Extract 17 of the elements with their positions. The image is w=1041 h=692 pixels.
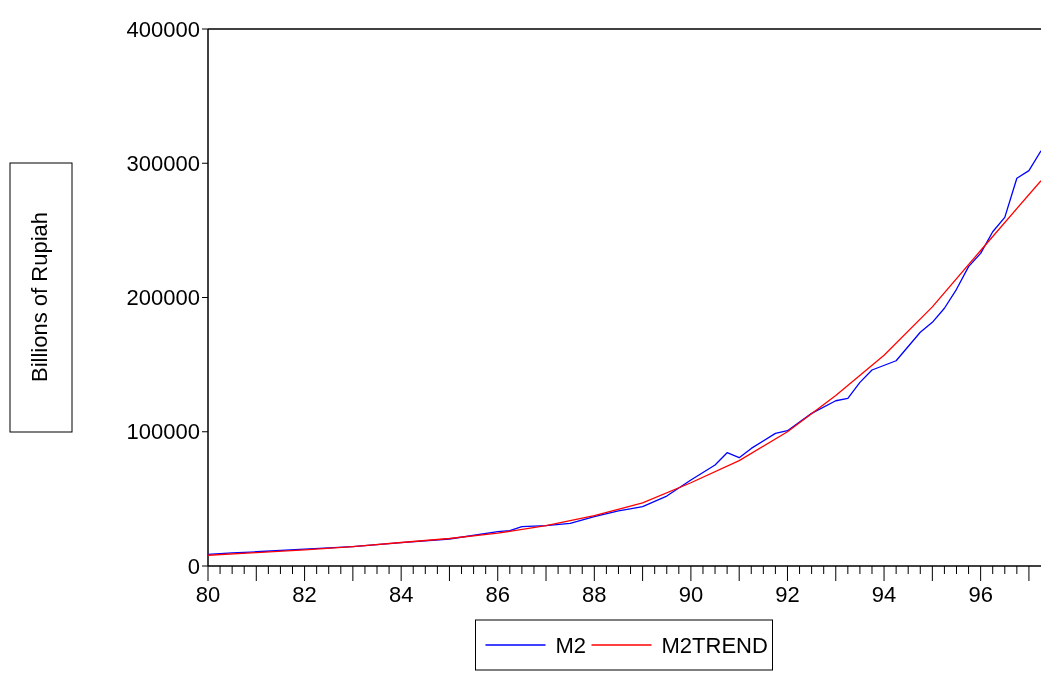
y-axis-title: Billions of Rupiah	[27, 212, 52, 382]
y-tick-label: 400000	[126, 16, 200, 42]
y-tick-label: 200000	[126, 285, 200, 311]
y-tick-label: 300000	[126, 150, 200, 176]
x-tick-label: 86	[485, 582, 510, 607]
y-tick-label: 100000	[126, 419, 200, 445]
x-tick-label: 92	[775, 582, 800, 607]
x-tick-label: 80	[195, 582, 221, 607]
x-tick-label: 84	[388, 582, 414, 607]
legend-label: M2TREND	[661, 632, 768, 658]
x-tick-label: 94	[871, 582, 897, 607]
x-tick-label: 90	[678, 582, 704, 607]
x-tick-label: 88	[582, 582, 607, 607]
y-tick-label: 0	[187, 553, 200, 579]
legend-label: M2	[555, 632, 587, 658]
x-tick-label: 82	[292, 582, 317, 607]
x-tick-label: 96	[968, 582, 993, 607]
